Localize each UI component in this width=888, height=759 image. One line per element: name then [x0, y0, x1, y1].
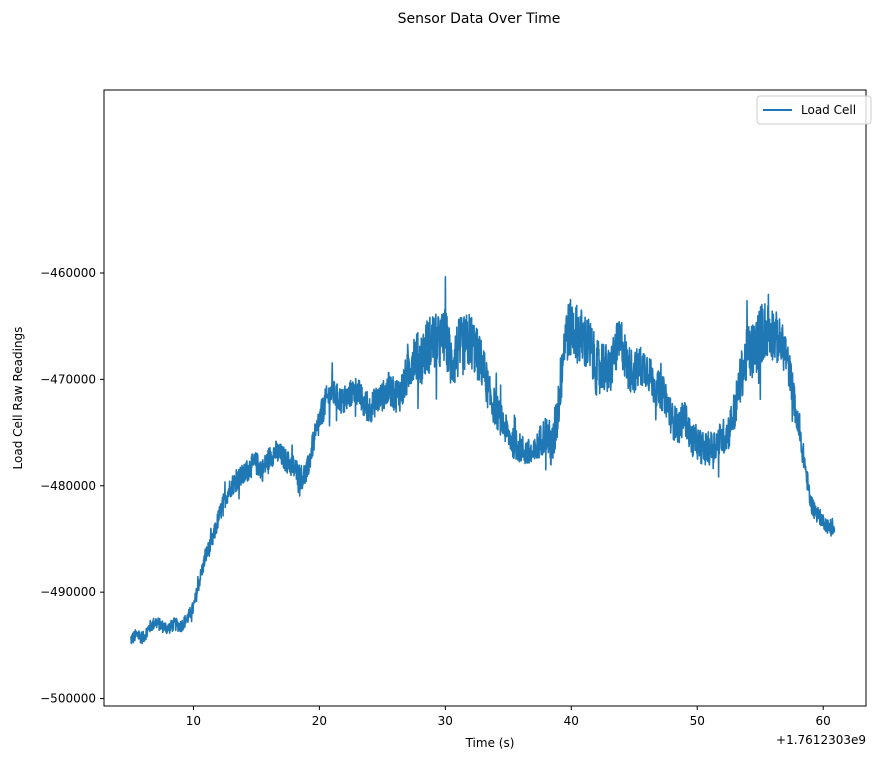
x-tick-label: 60	[816, 714, 831, 728]
x-axis: 10 20 30 40 50 60	[186, 706, 831, 728]
y-tick-label: −480000	[40, 479, 96, 493]
x-tick-label: 50	[690, 714, 705, 728]
series-line-load-cell	[129, 276, 836, 645]
legend-label: Load Cell	[801, 103, 856, 117]
x-axis-label: Time (s)	[465, 736, 515, 750]
plot-area	[129, 276, 836, 645]
plot-frame	[103, 89, 867, 707]
x-tick-label: 30	[438, 714, 453, 728]
y-tick-label: −470000	[40, 372, 96, 386]
y-tick-label: −460000	[40, 266, 96, 280]
x-tick-label: 10	[186, 714, 201, 728]
y-axis: −500000 −490000 −480000 −470000 −460000	[40, 266, 104, 706]
y-axis-label: Load Cell Raw Readings	[11, 327, 25, 470]
x-axis-offset-label: +1.7612303e9	[776, 733, 866, 747]
legend: Load Cell	[756, 95, 872, 125]
chart-title: Sensor Data Over Time	[398, 11, 561, 27]
y-tick-label: −500000	[40, 692, 96, 706]
x-tick-label: 40	[564, 714, 579, 728]
y-tick-label: −490000	[40, 585, 96, 599]
x-tick-label: 20	[312, 714, 327, 728]
legend-box	[756, 95, 872, 125]
